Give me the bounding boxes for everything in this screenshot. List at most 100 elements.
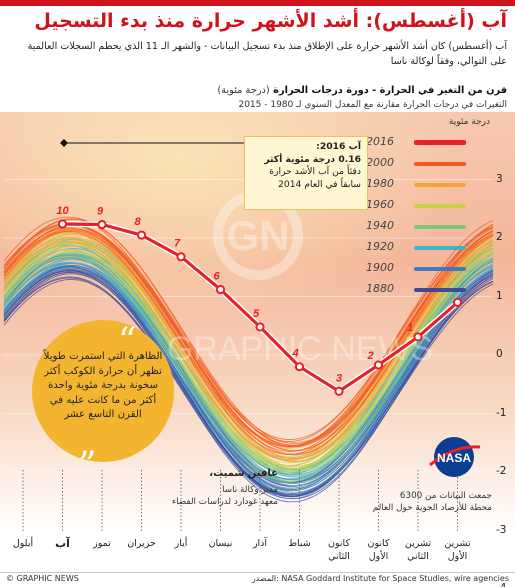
page-title: آب (أغسطس): أشد الأشهر حرارة منذ بدء الت… xyxy=(34,10,507,32)
legend-item: 2016 xyxy=(366,134,486,152)
historic-year-line xyxy=(3,262,494,483)
ranking-label: 9 xyxy=(97,206,104,218)
y-tick-label: 2 xyxy=(496,231,503,243)
callout-pointer-diamond xyxy=(60,139,68,147)
y-tick-label: 3 xyxy=(496,172,503,185)
ranking-label: 4 xyxy=(291,348,298,360)
legend-label: 1880 xyxy=(366,282,394,295)
ranking-label: 8 xyxy=(134,216,141,228)
historic-year-line xyxy=(3,233,494,463)
ranking-label: 5 xyxy=(253,308,260,320)
data-source-note-2: محطة للأرصاد الجوية حول العالم xyxy=(372,503,492,513)
series-2016-point xyxy=(136,230,147,240)
chart-section-title: قرن من التغير في الحرارة - دورة درجات ال… xyxy=(11,85,507,96)
series-2016-point xyxy=(294,362,305,372)
legend-label: 1920 xyxy=(366,240,394,253)
ranking-label: 7 xyxy=(174,238,181,250)
x-tick-label: نيسان xyxy=(208,538,233,549)
legend-swatch xyxy=(414,288,466,292)
historic-year-line xyxy=(3,265,494,491)
x-tick-label: تشرين الثاني xyxy=(404,538,432,562)
x-tick-label: أيلول xyxy=(12,538,34,549)
callout-line-2: 0.16 درجة مئوية أكثر xyxy=(264,153,361,165)
data-source-note-1: جمعت البيانات من 6300 xyxy=(399,491,492,501)
series-2016 xyxy=(57,219,463,396)
legend-label: 1960 xyxy=(366,198,394,211)
quote-author-role: مدير وكالة ناسا معهد غودارد لدراسات الفض… xyxy=(150,484,278,508)
y-tick-label: -4 xyxy=(496,582,510,587)
footer-divider xyxy=(0,572,515,573)
x-tick-label: حزيران xyxy=(127,538,156,549)
legend-item: 1980 xyxy=(366,176,486,194)
historic-year-line xyxy=(3,224,494,452)
data-source-note: جمعت البيانات من 6300 محطة للأرصاد الجوي… xyxy=(350,490,492,514)
historic-year-line xyxy=(3,253,494,484)
legend-item: 1900 xyxy=(366,260,486,278)
chart-section-unit: (درجة مئوية) xyxy=(217,85,270,96)
x-tick-label: شباط xyxy=(288,538,311,549)
legend-swatch xyxy=(414,267,466,271)
y-tick-label: -3 xyxy=(496,523,507,536)
ranking-label: 1 xyxy=(407,322,413,334)
series-2016-point xyxy=(176,252,186,262)
x-tick-label: كانون الأول xyxy=(367,538,390,562)
x-tick-label: آب xyxy=(55,537,70,550)
chart-section-title-text: قرن من التغير في الحرارة - دورة درجات ال… xyxy=(273,85,507,96)
quote-bubble: الظاهرة التي استمرت طويلاً تظهر أن حرارة… xyxy=(32,320,174,462)
x-tick-label: آذار xyxy=(252,538,268,549)
x-tick-label: تموز xyxy=(93,538,111,549)
x-tick-label: أيار xyxy=(174,538,188,549)
y-tick-label: -1 xyxy=(496,406,507,419)
legend-swatch xyxy=(414,140,466,145)
x-tick-label: تشرين الأول xyxy=(444,538,471,562)
watermark-logo: GN xyxy=(227,212,290,259)
legend-swatch xyxy=(414,183,466,187)
watermark-text: GRAPHIC NEWS xyxy=(167,330,433,368)
header-accent-bar xyxy=(0,0,515,6)
x-tick-label: كانون الثاني xyxy=(328,538,350,562)
series-2016-point xyxy=(215,284,226,295)
y-tick-label: 1 xyxy=(496,289,503,302)
series-2016-point xyxy=(452,297,463,307)
y-tick-label: -2 xyxy=(496,465,507,477)
nasa-logo-icon: NASA xyxy=(429,437,481,477)
quote-author-role-1: مدير وكالة ناسا xyxy=(222,485,278,495)
legend-item: 2000 xyxy=(366,155,486,173)
chart-subtitle: التغيرات في درجات الحرارة مقارنة مع المع… xyxy=(238,100,507,110)
series-2016-point xyxy=(255,322,265,332)
series-2016-point xyxy=(413,332,423,342)
historic-year-line xyxy=(3,268,494,487)
legend-item: 1880 xyxy=(366,281,486,299)
historic-year-line xyxy=(3,231,494,448)
footer-copyright: © GRAPHIC NEWS xyxy=(6,574,79,583)
callout-line-1: آب 2016: xyxy=(316,141,361,152)
ranking-label: 6 xyxy=(213,270,220,282)
legend-swatch xyxy=(414,225,466,229)
august-2016-callout: آب 2016: 0.16 درجة مئوية أكثر دفئاً من آ… xyxy=(244,136,368,210)
legend-swatch xyxy=(414,162,466,166)
nasa-logo-swoosh xyxy=(429,445,481,467)
grid-lines xyxy=(4,179,494,531)
ranking-label: 10 xyxy=(56,205,69,217)
ranking-label: 2 xyxy=(366,350,373,362)
historic-series xyxy=(3,216,494,503)
y-axis-unit: درجة مئوية xyxy=(448,117,490,127)
legend-swatch xyxy=(414,204,466,208)
legend-item: 1920 xyxy=(366,239,486,257)
historic-year-line xyxy=(3,227,494,455)
series-2016-point xyxy=(373,360,384,370)
ranking-label: 3 xyxy=(336,372,342,384)
quote-author: غافين شميت، xyxy=(209,468,278,479)
legend-item: 1960 xyxy=(366,197,486,215)
nasa-logo-text: NASA xyxy=(437,451,471,465)
intro-text: آب (أغسطس) كان أشد الأشهر حرارة على الإط… xyxy=(27,41,507,67)
historic-year-line xyxy=(3,276,494,496)
y-tick-label: 0 xyxy=(496,348,503,360)
callout-line-4: سابقاً في العام 2014 xyxy=(278,178,361,190)
watermark: GN GRAPHIC NEWS xyxy=(167,190,433,368)
legend-swatch xyxy=(414,246,466,250)
footer-source: المصدر: NASA Goddard Institute for Space… xyxy=(251,574,509,583)
series-2016-point xyxy=(97,219,107,230)
legend-label: 1900 xyxy=(366,261,394,274)
historic-year-line xyxy=(3,279,494,496)
